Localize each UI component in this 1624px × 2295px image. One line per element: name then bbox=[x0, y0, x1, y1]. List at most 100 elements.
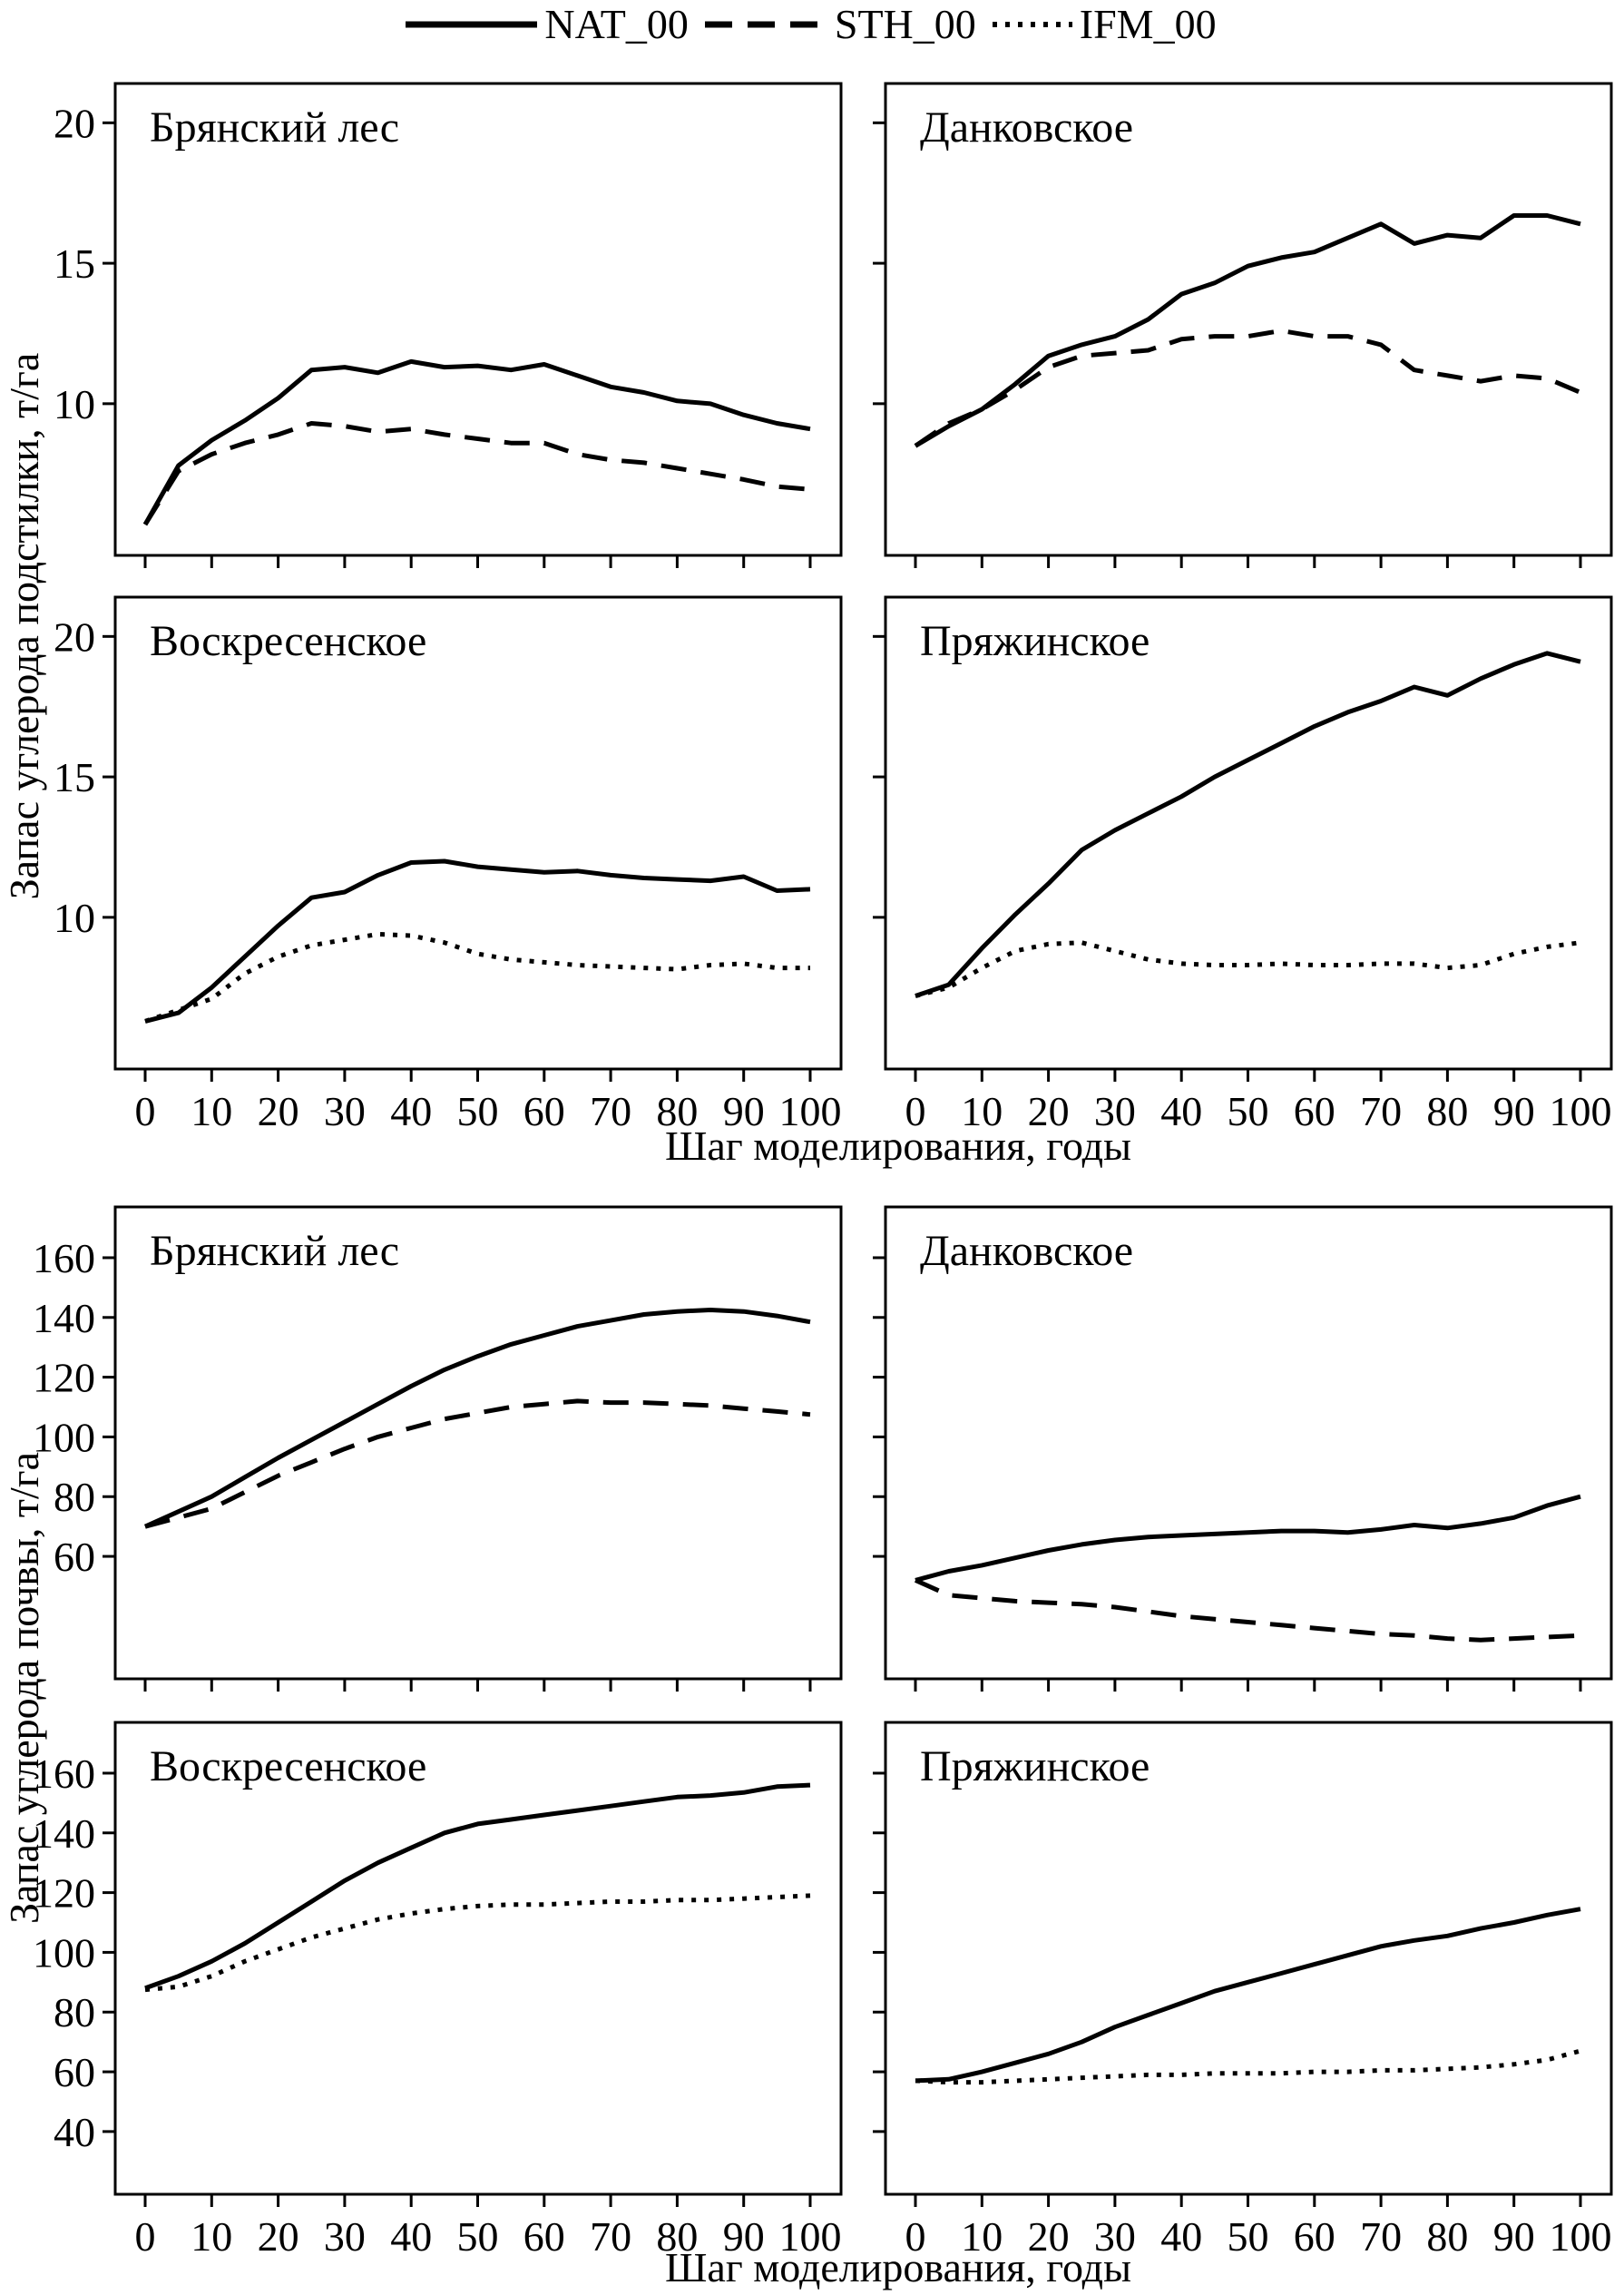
panel-title: Пряжинское bbox=[920, 1742, 1150, 1790]
x-tick-label: 40 bbox=[1160, 2213, 1202, 2260]
x-tick-label: 70 bbox=[590, 2213, 631, 2260]
series-line-STH_00 bbox=[142, 421, 811, 526]
x-tick-label: 50 bbox=[457, 2213, 499, 2260]
x-tick-label: 50 bbox=[457, 1088, 499, 1134]
series-line-IFM_00 bbox=[915, 940, 1581, 998]
x-tick-label: 100 bbox=[1550, 1088, 1612, 1134]
litter-y-axis-label: Запас углерода подстилки, т/га bbox=[1, 353, 47, 900]
x-tick-label: 50 bbox=[1228, 2213, 1269, 2260]
series-line-STH_00 bbox=[144, 1398, 811, 1529]
panel-border bbox=[884, 1205, 1613, 1681]
x-tick-label: 80 bbox=[656, 1088, 698, 1134]
y-tick-label: 60 bbox=[54, 2049, 95, 2095]
legend-label-nat: NAT_00 bbox=[544, 1, 689, 47]
y-tick-label: 120 bbox=[33, 1355, 95, 1401]
x-tick-label: 0 bbox=[905, 1088, 926, 1134]
x-tick-label: 30 bbox=[324, 1088, 366, 1134]
series-line-NAT_00 bbox=[914, 213, 1581, 448]
x-tick-label: 70 bbox=[1360, 1088, 1402, 1134]
x-tick-label: 60 bbox=[1294, 1088, 1335, 1134]
legend-dashed-line-icon bbox=[704, 21, 827, 28]
x-tick-label: 30 bbox=[1094, 2213, 1136, 2260]
x-tick-label: 70 bbox=[590, 1088, 631, 1134]
x-tick-label: 60 bbox=[523, 2213, 565, 2260]
series-line-IFM_00 bbox=[144, 931, 810, 1024]
panel-border bbox=[884, 82, 1613, 557]
y-tick-label: 160 bbox=[33, 1235, 95, 1281]
legend-dotted-line-icon bbox=[992, 22, 1072, 27]
x-tick-label: 10 bbox=[961, 2213, 1003, 2260]
panel-border bbox=[113, 82, 843, 557]
x-tick-label: 100 bbox=[779, 2213, 842, 2260]
x-tick-label: 20 bbox=[1028, 1088, 1070, 1134]
x-tick-label: 40 bbox=[390, 1088, 432, 1134]
panel-litter-r1c0: 10 15 20 0 10 20 30 40 50 60 70 80 90 100 Воскресенско… bbox=[54, 595, 843, 1134]
panel-litter-r0c0: 10 15 20 Брянский лес bbox=[54, 82, 843, 568]
series-line-IFM_00 bbox=[144, 1893, 811, 1993]
series-line-STH_00 bbox=[914, 328, 1581, 448]
y-tick-label: 80 bbox=[54, 1474, 95, 1520]
series-line-NAT_00 bbox=[915, 1907, 1581, 2084]
series-line-STH_00 bbox=[914, 1578, 1581, 1643]
x-tick-label: 90 bbox=[723, 1088, 765, 1134]
y-tick-label: 140 bbox=[33, 1810, 95, 1857]
panel-title: Данковское bbox=[920, 103, 1133, 152]
y-tick-label: 15 bbox=[54, 240, 95, 287]
panel-border bbox=[113, 595, 843, 1071]
panel-litter-r0c1: Данковское bbox=[873, 82, 1613, 568]
y-tick-label: 20 bbox=[54, 613, 95, 660]
series-line-NAT_00 bbox=[915, 651, 1581, 998]
soil-charts-svg: Запас углерода почвы, т/га 6080100120140… bbox=[1, 1205, 1613, 2260]
x-tick-label: 0 bbox=[135, 1088, 156, 1134]
series-line-NAT_00 bbox=[915, 1494, 1581, 1583]
y-tick-label: 40 bbox=[54, 2109, 95, 2155]
panel-title: Пряжинское bbox=[920, 617, 1150, 665]
litter-x-axis-label: Шаг моделирования, годы bbox=[665, 1123, 1131, 1169]
x-tick-label: 0 bbox=[905, 2213, 926, 2260]
x-tick-label: 10 bbox=[191, 2213, 232, 2260]
x-tick-label: 90 bbox=[1493, 1088, 1535, 1134]
legend-label-sth: STH_00 bbox=[834, 1, 976, 47]
x-tick-label: 10 bbox=[961, 1088, 1003, 1134]
series-line-IFM_00 bbox=[915, 2048, 1581, 2085]
soil-y-axis-label: Запас углерода почвы, т/га bbox=[1, 1452, 47, 1924]
y-tick-label: 20 bbox=[54, 100, 95, 146]
x-tick-label: 70 bbox=[1360, 2213, 1402, 2260]
legend: NAT_00 STH_00 IFM_00 bbox=[0, 4, 1624, 45]
panel-soil-r1c1: 0 10 20 30 40 50 60 70 80 90 100 Пряжинское bbox=[873, 1721, 1613, 2260]
panel-title: Брянский лес bbox=[150, 1227, 399, 1275]
panel-title: Воскресенское bbox=[150, 1742, 426, 1790]
x-tick-label: 20 bbox=[1028, 2213, 1070, 2260]
panel-soil-r1c0: 40 60 80 100 120 140 160 0 10 20 30 40 50 60 70 80 90 100… bbox=[33, 1721, 843, 2260]
x-tick-label: 90 bbox=[723, 2213, 765, 2260]
y-tick-label: 80 bbox=[54, 1989, 95, 2035]
x-tick-label: 50 bbox=[1228, 1088, 1269, 1134]
x-tick-label: 80 bbox=[1426, 1088, 1468, 1134]
y-tick-label: 100 bbox=[33, 1929, 95, 1976]
x-tick-label: 20 bbox=[258, 1088, 299, 1134]
panel-title: Данковское bbox=[920, 1227, 1133, 1275]
y-tick-label: 60 bbox=[54, 1534, 95, 1580]
y-tick-label: 100 bbox=[33, 1414, 95, 1460]
panel-title: Воскресенское bbox=[150, 617, 426, 665]
x-tick-label: 0 bbox=[135, 2213, 156, 2260]
panel-soil-r0c0: 60 80 100 120 140 160 Брянский лес bbox=[33, 1205, 843, 1692]
y-tick-label: 10 bbox=[54, 895, 95, 941]
x-tick-label: 100 bbox=[1550, 2213, 1612, 2260]
x-tick-label: 90 bbox=[1493, 2213, 1535, 2260]
y-tick-label: 10 bbox=[54, 381, 95, 427]
panel-title: Брянский лес bbox=[150, 103, 399, 152]
panel-border bbox=[884, 1721, 1613, 2196]
x-tick-label: 80 bbox=[656, 2213, 698, 2260]
x-tick-label: 10 bbox=[191, 1088, 232, 1134]
panel-border bbox=[113, 1205, 843, 1681]
series-line-NAT_00 bbox=[144, 1782, 811, 1991]
legend-label-ifm: IFM_00 bbox=[1079, 1, 1217, 47]
y-tick-label: 15 bbox=[54, 754, 95, 800]
x-tick-label: 40 bbox=[390, 2213, 432, 2260]
panel-litter-r1c1: 0 10 20 30 40 50 60 70 80 90 100 Пряжинское bbox=[873, 595, 1613, 1134]
soil-x-axis-label: Шаг моделирования, годы bbox=[665, 2244, 1131, 2290]
y-tick-label: 160 bbox=[33, 1751, 95, 1797]
x-tick-label: 80 bbox=[1426, 2213, 1468, 2260]
